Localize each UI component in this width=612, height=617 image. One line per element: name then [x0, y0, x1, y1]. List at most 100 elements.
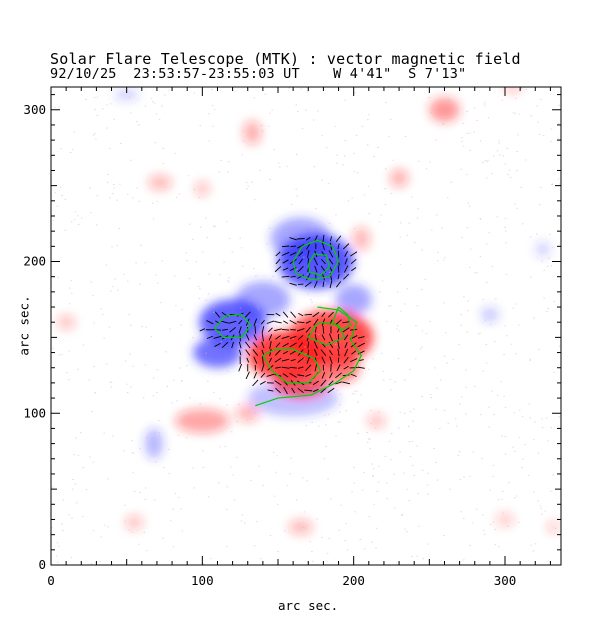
- contour-line: [307, 321, 346, 346]
- field-vector: [253, 371, 258, 379]
- field-vector: [327, 387, 335, 394]
- field-vector: [291, 387, 295, 394]
- field-vector: [335, 281, 342, 288]
- field-vector: [343, 265, 349, 273]
- field-vector: [305, 373, 312, 377]
- field-vector: [343, 356, 349, 364]
- field-vector: [314, 265, 318, 273]
- field-vector: [289, 282, 297, 286]
- positive-polarity-region: [147, 175, 173, 191]
- field-vector: [336, 364, 341, 372]
- field-vector: [321, 334, 326, 341]
- field-vector: [214, 342, 221, 347]
- field-vector: [328, 311, 334, 318]
- field-vector: [350, 373, 357, 377]
- field-vector: [253, 342, 258, 348]
- field-vector: [206, 320, 214, 325]
- field-vector: [350, 258, 357, 265]
- field-vector: [337, 274, 340, 280]
- field-vector: [260, 372, 266, 378]
- field-vector: [344, 258, 348, 265]
- field-vector: [312, 312, 320, 318]
- field-vector: [337, 340, 340, 349]
- contour-line: [307, 253, 331, 276]
- plot-frame: [50, 86, 562, 566]
- field-vector: [322, 281, 325, 288]
- field-vector: [244, 341, 251, 349]
- field-vector: [238, 341, 242, 349]
- field-vector: [282, 311, 289, 318]
- field-vector: [350, 251, 358, 257]
- contour-lines: [213, 239, 362, 407]
- field-vector: [253, 318, 258, 326]
- field-vector: [244, 311, 251, 318]
- field-vector: [228, 320, 237, 324]
- field-vector: [253, 356, 258, 364]
- field-vector: [296, 328, 305, 332]
- negative-polarity-region: [114, 88, 139, 101]
- field-vector: [343, 273, 350, 280]
- positive-polarity-region: [243, 120, 262, 145]
- contour-line: [213, 313, 252, 338]
- field-vector: [337, 348, 340, 357]
- positive-polarity-region: [503, 87, 522, 94]
- field-vector: [289, 335, 297, 339]
- field-vector: [306, 273, 311, 281]
- field-vector: [297, 265, 304, 273]
- field-vector: [290, 275, 296, 278]
- field-vector: [342, 327, 350, 333]
- field-vector: [274, 349, 282, 356]
- field-vector: [221, 320, 229, 324]
- field-vector: [321, 272, 325, 281]
- field-vector: [289, 366, 297, 369]
- y-tick-label: 200: [23, 254, 46, 269]
- field-vector: [357, 366, 365, 369]
- field-vector: [305, 320, 311, 324]
- field-vector: [261, 333, 264, 342]
- field-vector: [282, 342, 289, 348]
- field-vector: [344, 250, 348, 257]
- positive-polarity-region: [175, 408, 230, 433]
- field-vector: [321, 356, 326, 364]
- y-axis-label: arc sec.: [16, 295, 32, 356]
- field-vector: [335, 319, 342, 326]
- field-vector: [267, 389, 274, 392]
- field-vector: [281, 245, 290, 248]
- field-vector: [259, 380, 266, 385]
- x-tick-label: 0: [47, 573, 55, 588]
- field-vector: [329, 236, 333, 242]
- field-vector: [253, 334, 258, 341]
- field-vector: [282, 259, 289, 264]
- field-vector: [305, 326, 311, 333]
- positive-polarity-region: [57, 314, 76, 330]
- field-vector: [304, 313, 312, 316]
- field-vector: [322, 325, 325, 334]
- field-vector: [290, 245, 296, 248]
- field-vector: [261, 326, 265, 334]
- field-vector: [329, 356, 333, 364]
- magnetic-field-map: [51, 87, 561, 565]
- field-vector: [269, 340, 272, 349]
- field-vector: [312, 380, 319, 386]
- field-vector: [275, 387, 281, 394]
- field-vector: [275, 342, 281, 348]
- field-vector: [261, 363, 265, 372]
- field-vector: [297, 335, 304, 340]
- field-vector: [329, 372, 333, 379]
- field-vector: [289, 237, 297, 241]
- field-vector: [298, 342, 303, 348]
- y-tick-label: 100: [23, 405, 46, 420]
- field-vector: [357, 342, 365, 348]
- negative-polarity-region: [335, 284, 372, 315]
- field-vector: [268, 357, 272, 363]
- field-vector: [199, 328, 206, 332]
- field-vector: [222, 328, 228, 331]
- field-vector: [298, 258, 303, 265]
- field-vector: [246, 357, 250, 363]
- field-vector: [329, 280, 333, 289]
- field-vector: [281, 358, 290, 362]
- field-vector: [238, 320, 243, 325]
- field-vector: [307, 349, 310, 356]
- field-vector: [357, 350, 365, 355]
